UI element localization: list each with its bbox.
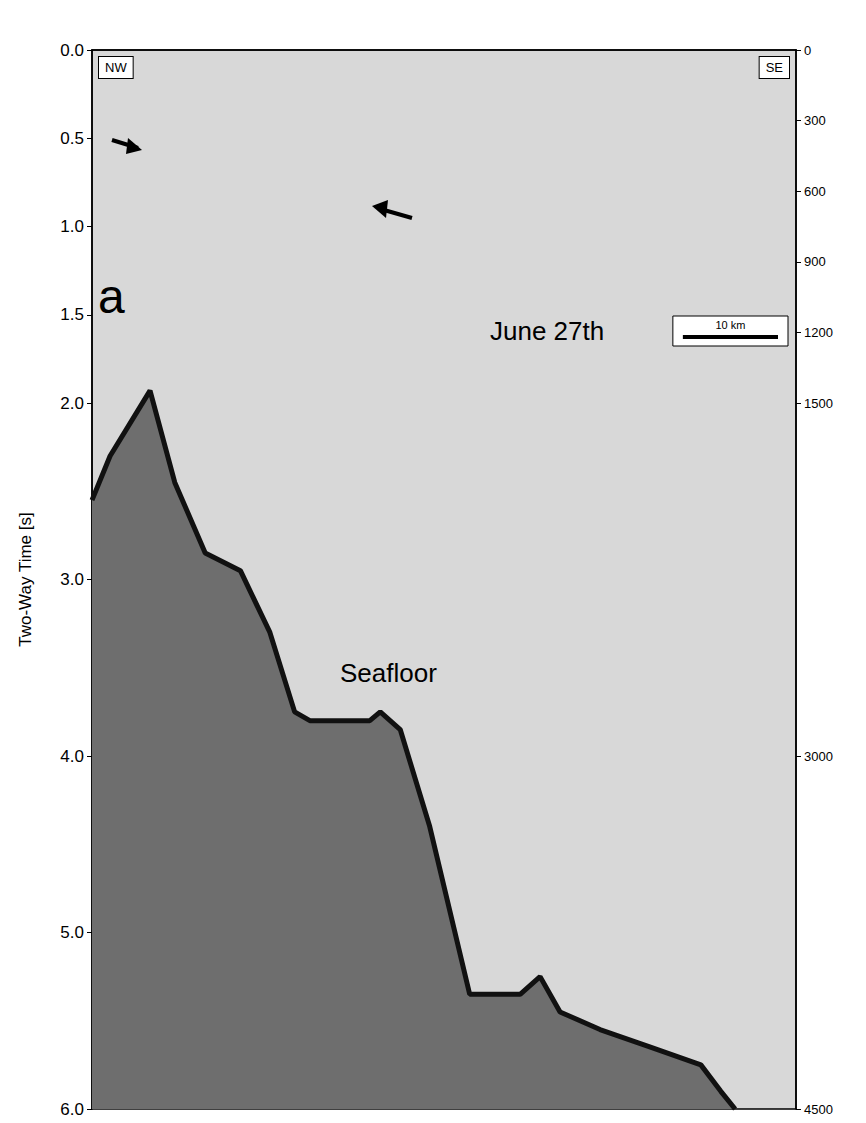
svg-text:1.5: 1.5 <box>60 305 84 324</box>
svg-text:600: 600 <box>804 184 826 199</box>
svg-text:10 km: 10 km <box>715 319 745 331</box>
svg-text:5.0: 5.0 <box>60 923 84 942</box>
svg-text:Two-Way Time [s]: Two-Way Time [s] <box>16 512 35 646</box>
svg-text:0.5: 0.5 <box>60 129 84 148</box>
svg-text:1.0: 1.0 <box>60 217 84 236</box>
svg-text:300: 300 <box>804 113 826 128</box>
svg-text:Seafloor: Seafloor <box>340 658 437 688</box>
svg-text:2.0: 2.0 <box>60 394 84 413</box>
svg-text:a: a <box>98 270 125 323</box>
svg-text:3000: 3000 <box>804 749 833 764</box>
svg-text:0: 0 <box>804 43 811 58</box>
svg-text:6.0: 6.0 <box>60 1100 84 1119</box>
svg-text:June 27th: June 27th <box>490 316 604 346</box>
svg-text:0.0: 0.0 <box>60 41 84 60</box>
svg-text:900: 900 <box>804 254 826 269</box>
svg-text:3.0: 3.0 <box>60 570 84 589</box>
svg-text:1200: 1200 <box>804 325 833 340</box>
svg-text:NW: NW <box>105 60 127 75</box>
svg-text:4.0: 4.0 <box>60 747 84 766</box>
svg-text:4500: 4500 <box>804 1102 833 1117</box>
svg-text:1500: 1500 <box>804 396 833 411</box>
svg-text:SE: SE <box>766 60 784 75</box>
